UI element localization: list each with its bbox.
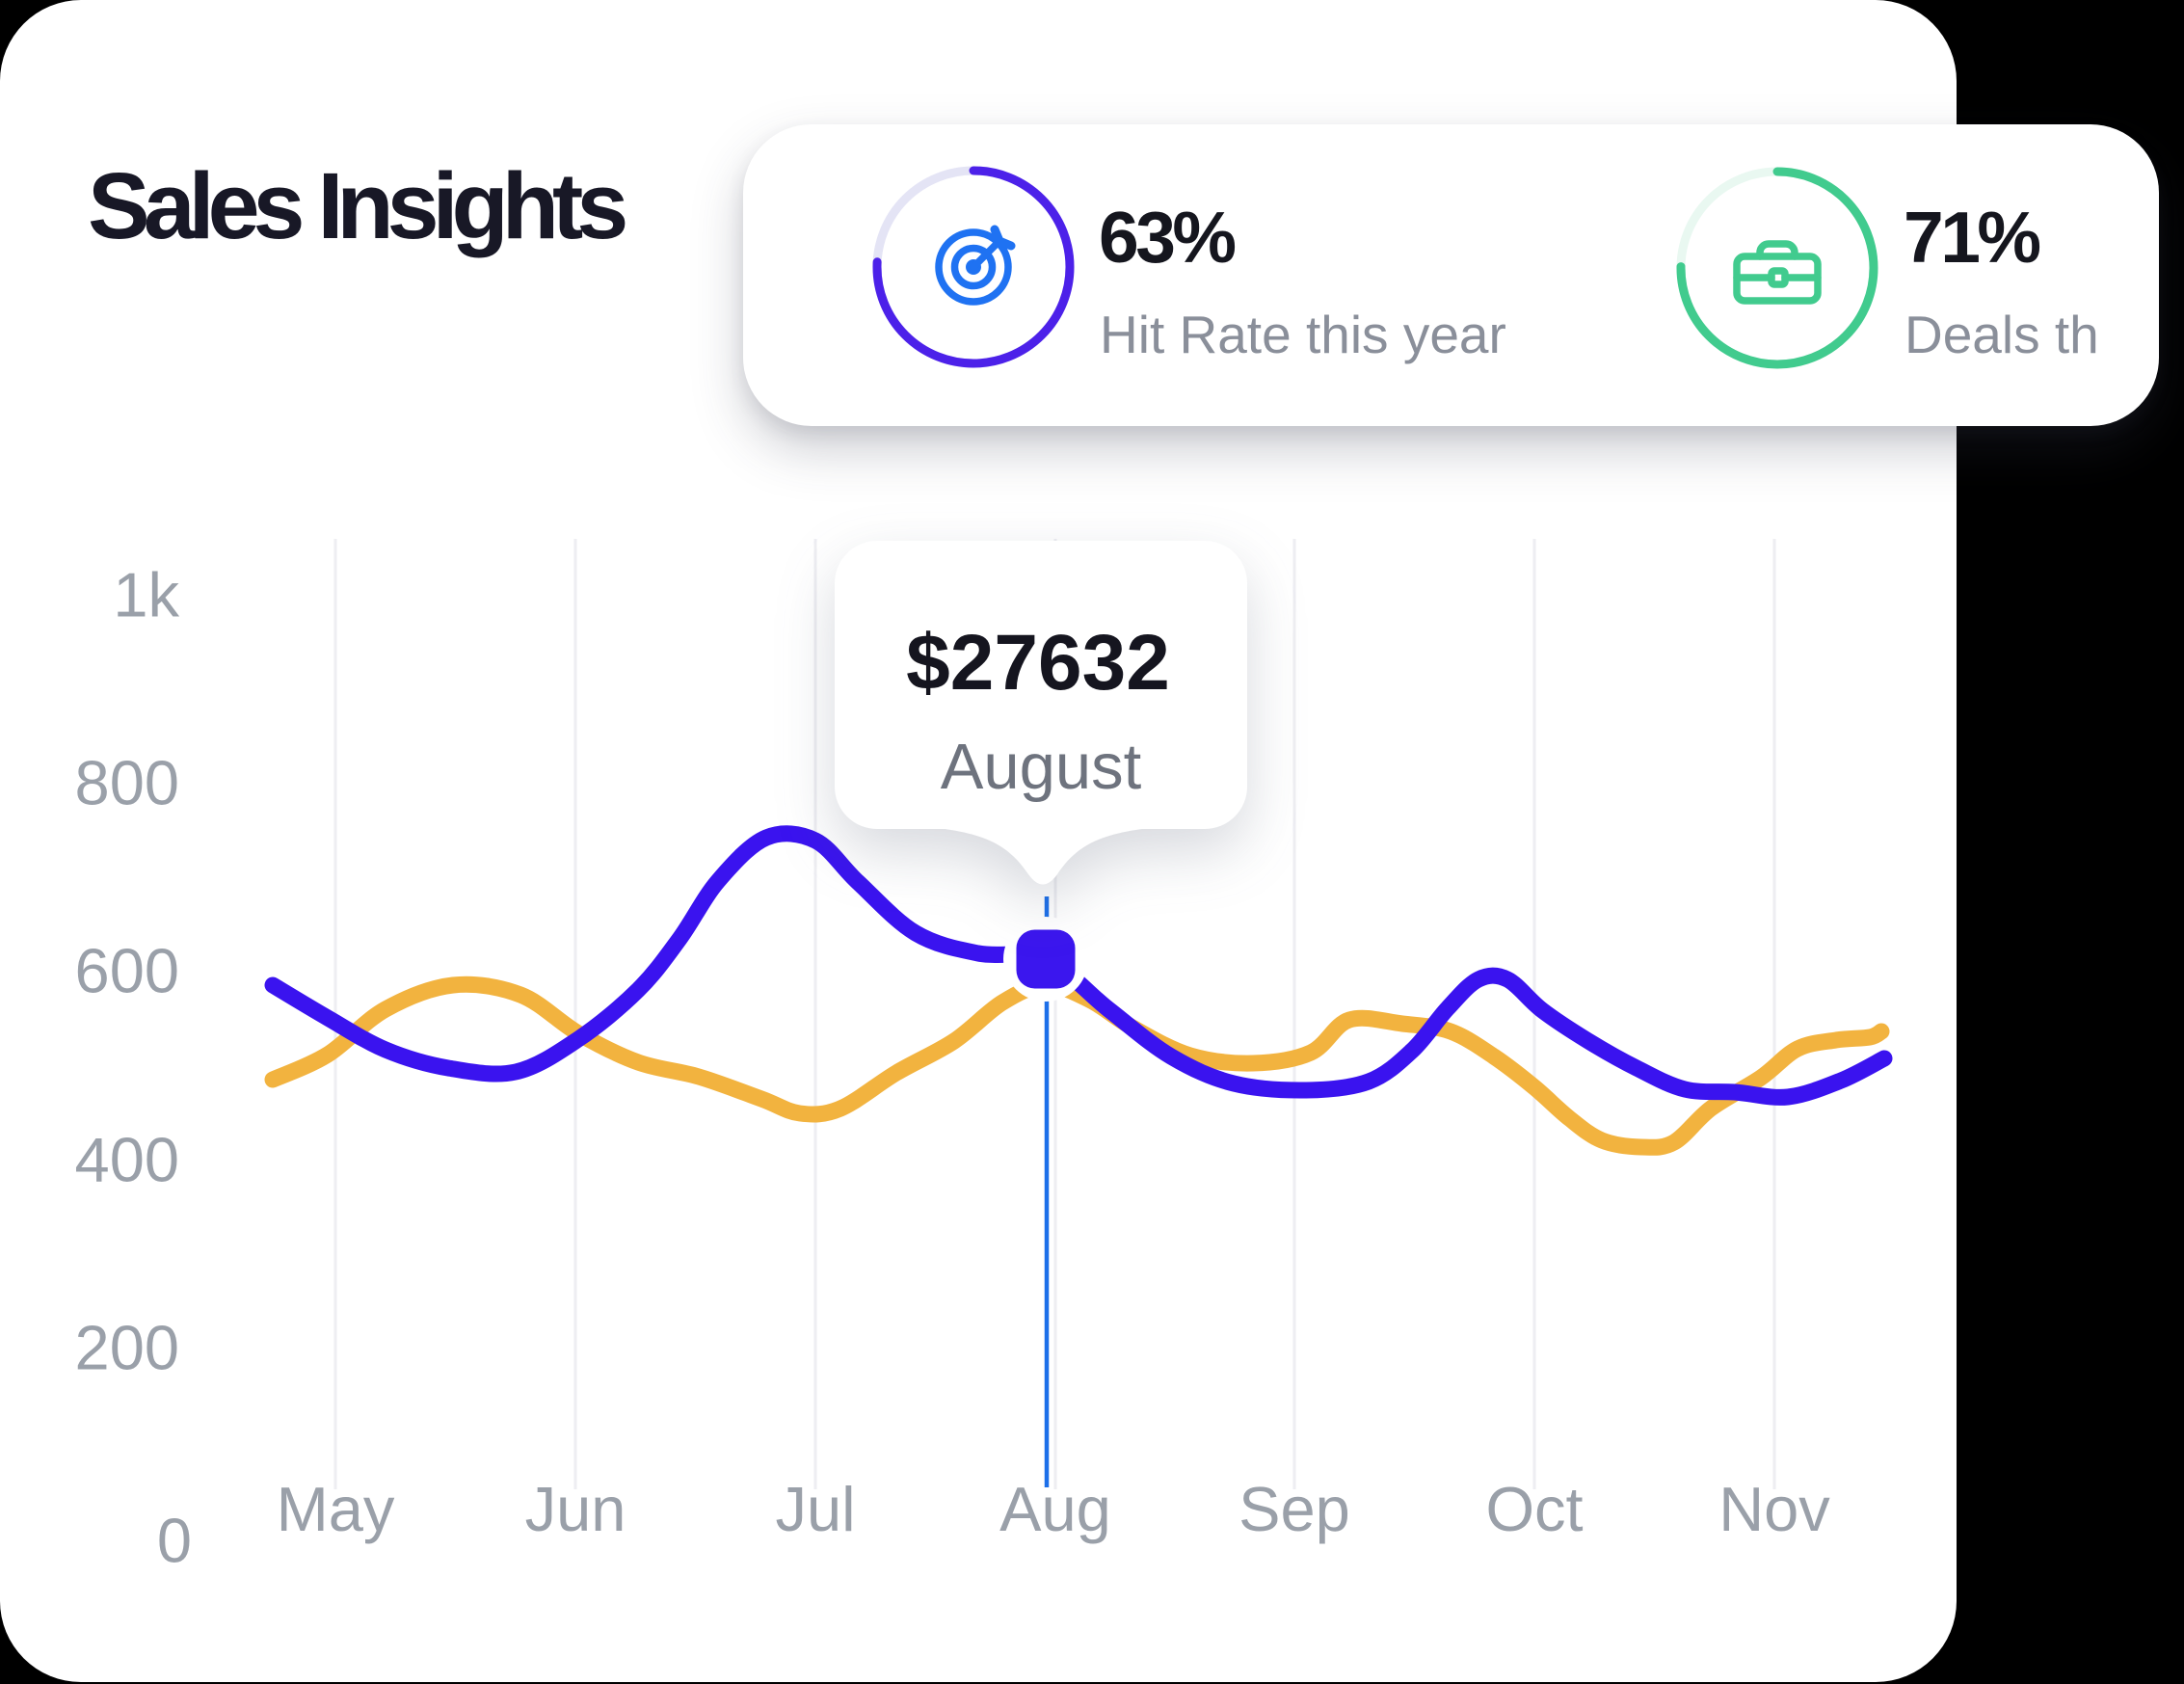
svg-text:600: 600 [75, 936, 179, 1006]
svg-text:63%: 63% [1099, 197, 1235, 278]
svg-text:0: 0 [157, 1506, 192, 1576]
svg-text:Aug: Aug [999, 1474, 1111, 1544]
svg-text:71%: 71% [1904, 197, 2039, 278]
svg-text:$27632: $27632 [906, 619, 1170, 707]
svg-text:Sales Insights: Sales Insights [88, 153, 625, 258]
svg-text:Deals th: Deals th [1904, 305, 2099, 364]
svg-text:1k: 1k [113, 560, 179, 630]
svg-text:Jun: Jun [525, 1474, 626, 1544]
svg-text:Sep: Sep [1238, 1474, 1350, 1544]
svg-text:August: August [941, 731, 1142, 803]
svg-text:Oct: Oct [1485, 1474, 1583, 1544]
svg-text:800: 800 [75, 748, 179, 818]
svg-text:May: May [277, 1474, 395, 1544]
svg-text:200: 200 [75, 1313, 179, 1383]
svg-text:Hit Rate this year: Hit Rate this year [1100, 305, 1506, 364]
svg-text:400: 400 [75, 1125, 179, 1195]
svg-text:Jul: Jul [775, 1474, 855, 1544]
svg-text:Nov: Nov [1718, 1474, 1830, 1544]
